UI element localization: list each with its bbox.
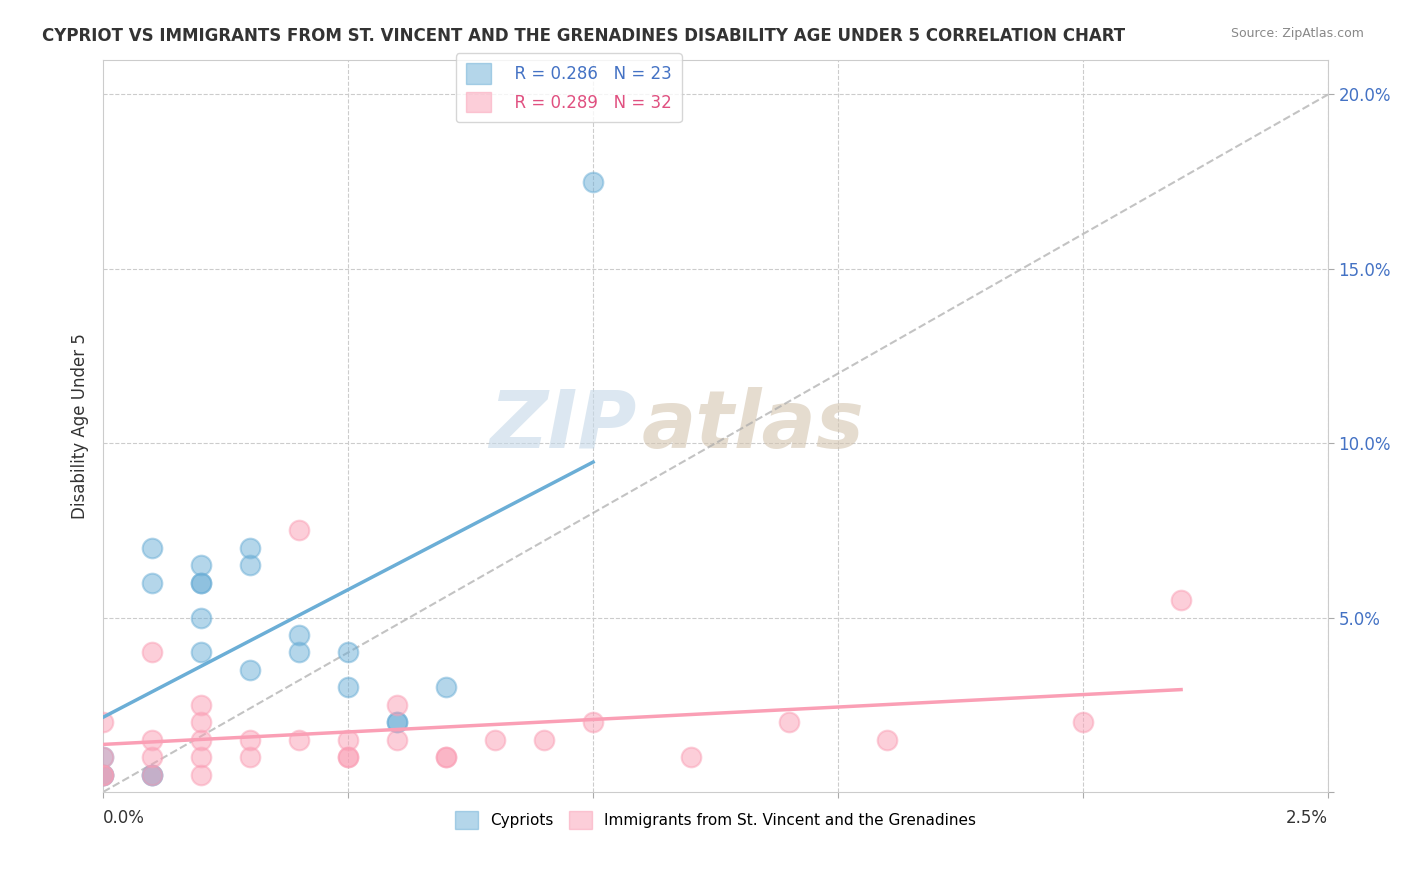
Point	[337, 681, 360, 695]
Point	[337, 645, 360, 659]
Point	[91, 750, 114, 764]
Point	[91, 715, 114, 730]
Point	[141, 541, 163, 555]
Point	[681, 750, 703, 764]
Point	[582, 715, 605, 730]
Legend: Cypriots, Immigrants from St. Vincent and the Grenadines: Cypriots, Immigrants from St. Vincent an…	[449, 805, 983, 836]
Point	[91, 750, 114, 764]
Point	[1071, 715, 1094, 730]
Point	[190, 750, 212, 764]
Point	[288, 524, 311, 538]
Point	[582, 175, 605, 189]
Point	[91, 767, 114, 781]
Point	[385, 698, 408, 712]
Point	[434, 750, 457, 764]
Point	[1170, 593, 1192, 607]
Point	[91, 767, 114, 781]
Point	[190, 715, 212, 730]
Point	[91, 767, 114, 781]
Text: atlas: atlas	[643, 387, 865, 465]
Point	[288, 645, 311, 659]
Text: 0.0%: 0.0%	[103, 808, 145, 827]
Point	[141, 732, 163, 747]
Point	[876, 732, 898, 747]
Point	[190, 767, 212, 781]
Point	[484, 732, 506, 747]
Point	[190, 645, 212, 659]
Point	[385, 715, 408, 730]
Point	[91, 767, 114, 781]
Point	[239, 558, 262, 573]
Point	[288, 732, 311, 747]
Point	[434, 681, 457, 695]
Point	[778, 715, 800, 730]
Text: Source: ZipAtlas.com: Source: ZipAtlas.com	[1230, 27, 1364, 40]
Point	[190, 610, 212, 624]
Point	[239, 732, 262, 747]
Point	[337, 750, 360, 764]
Point	[337, 750, 360, 764]
Point	[190, 558, 212, 573]
Point	[141, 575, 163, 590]
Point	[288, 628, 311, 642]
Point	[141, 645, 163, 659]
Point	[239, 750, 262, 764]
Point	[239, 663, 262, 677]
Point	[239, 541, 262, 555]
Text: 2.5%: 2.5%	[1286, 808, 1329, 827]
Point	[385, 715, 408, 730]
Point	[141, 767, 163, 781]
Point	[141, 767, 163, 781]
Point	[141, 767, 163, 781]
Point	[190, 575, 212, 590]
Point	[141, 750, 163, 764]
Text: CYPRIOT VS IMMIGRANTS FROM ST. VINCENT AND THE GRENADINES DISABILITY AGE UNDER 5: CYPRIOT VS IMMIGRANTS FROM ST. VINCENT A…	[42, 27, 1125, 45]
Point	[533, 732, 555, 747]
Text: ZIP: ZIP	[489, 387, 636, 465]
Y-axis label: Disability Age Under 5: Disability Age Under 5	[72, 333, 89, 519]
Point	[337, 732, 360, 747]
Point	[385, 732, 408, 747]
Point	[190, 575, 212, 590]
Point	[434, 750, 457, 764]
Point	[190, 698, 212, 712]
Point	[190, 732, 212, 747]
